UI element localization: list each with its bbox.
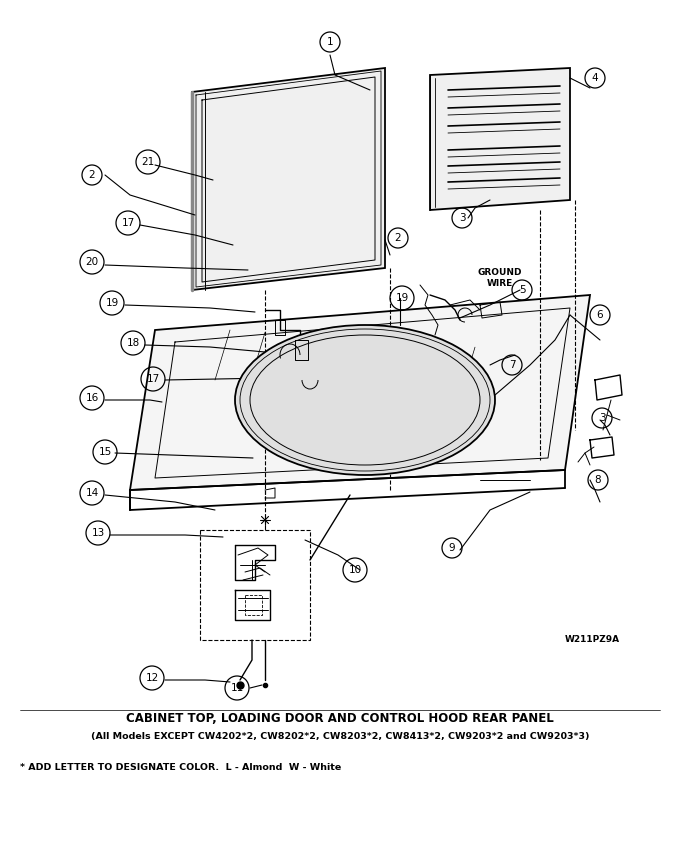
Polygon shape <box>130 295 590 490</box>
Polygon shape <box>430 68 570 210</box>
Text: 11: 11 <box>231 683 243 693</box>
Text: 14: 14 <box>86 488 99 498</box>
Polygon shape <box>192 68 385 290</box>
Text: 6: 6 <box>596 310 603 320</box>
Text: 19: 19 <box>105 298 118 308</box>
Text: 5: 5 <box>519 285 526 295</box>
Text: 17: 17 <box>146 374 160 384</box>
Text: 7: 7 <box>509 360 515 370</box>
Ellipse shape <box>235 325 495 475</box>
Text: CABINET TOP, LOADING DOOR AND CONTROL HOOD REAR PANEL: CABINET TOP, LOADING DOOR AND CONTROL HO… <box>126 711 554 724</box>
Text: * ADD LETTER TO DESIGNATE COLOR.  L - Almond  W - White: * ADD LETTER TO DESIGNATE COLOR. L - Alm… <box>20 763 341 773</box>
Text: 3: 3 <box>598 413 605 423</box>
Text: 9: 9 <box>449 543 456 553</box>
Text: 10: 10 <box>348 565 362 575</box>
Text: 2: 2 <box>88 170 95 180</box>
Text: 21: 21 <box>141 157 154 167</box>
Text: (All Models EXCEPT CW4202*2, CW8202*2, CW8203*2, CW8413*2, CW9203*2 and CW9203*3: (All Models EXCEPT CW4202*2, CW8202*2, C… <box>90 732 590 740</box>
Text: 19: 19 <box>395 293 409 303</box>
Text: 2: 2 <box>394 233 401 243</box>
Text: 3: 3 <box>459 213 465 223</box>
Text: 16: 16 <box>86 393 99 403</box>
Text: 12: 12 <box>146 673 158 683</box>
Text: 15: 15 <box>99 447 112 457</box>
Text: 13: 13 <box>91 528 105 538</box>
Text: 1: 1 <box>326 37 333 47</box>
Text: 4: 4 <box>592 73 598 83</box>
Text: 18: 18 <box>126 338 139 348</box>
Text: 8: 8 <box>595 475 601 485</box>
Text: GROUND
WIRE: GROUND WIRE <box>478 268 522 287</box>
Text: 20: 20 <box>86 257 99 267</box>
Text: W211PZ9A: W211PZ9A <box>565 635 620 644</box>
Text: 17: 17 <box>121 218 135 228</box>
